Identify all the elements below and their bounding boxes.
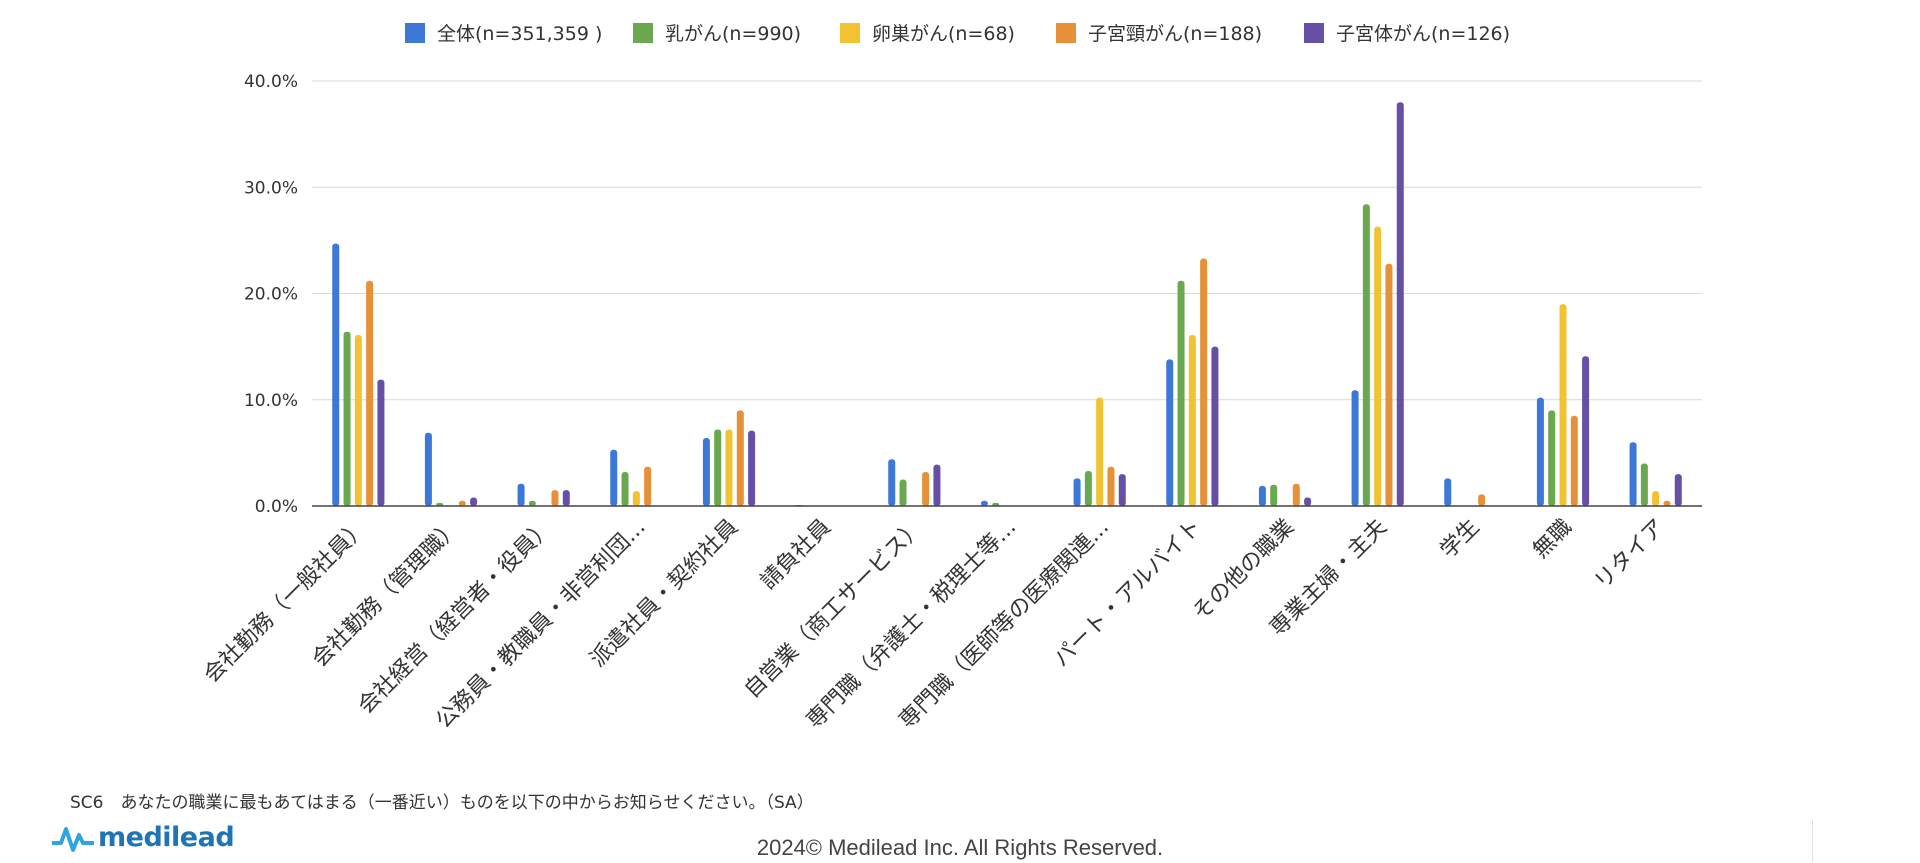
x-category-label: 会社勤務（一般社員）: [199, 515, 372, 688]
bar: [1200, 258, 1208, 506]
bar: [1177, 280, 1185, 506]
bar: [1073, 478, 1081, 506]
bar: [343, 331, 351, 506]
bar: [1166, 359, 1174, 506]
bar-chart: 全体(n=351,359 ) 乳がん(n=990) 卵巣がん(n=68) 子宮頸がん(…: [199, 23, 1702, 734]
bar: [702, 438, 710, 506]
bar: [725, 429, 733, 506]
chart-legend: 全体(n=351,359 ) 乳がん(n=990) 卵巣がん(n=68) 子宮頸がん(…: [405, 23, 1510, 45]
bar: [714, 429, 722, 506]
bar: [922, 472, 930, 506]
bar: [377, 379, 385, 506]
bar: [1292, 483, 1300, 506]
bar: [644, 466, 652, 506]
bar: [980, 500, 988, 506]
logo-text: medilead: [98, 822, 235, 853]
y-tick-label: 20.0%: [244, 285, 298, 305]
legend-label: 卵巣がん(n=68): [872, 23, 1015, 45]
bar: [1559, 304, 1567, 506]
legend-swatch: [1304, 23, 1324, 43]
bar: [1396, 102, 1404, 506]
bar: [933, 464, 941, 506]
y-tick-label: 10.0%: [244, 391, 298, 411]
bar: [1362, 204, 1370, 506]
bar: [1570, 415, 1578, 506]
bar: [1084, 470, 1092, 506]
bar: [562, 490, 570, 506]
x-category-label: リタイア: [1590, 515, 1670, 595]
bar: [1107, 466, 1115, 506]
bar: [610, 449, 618, 506]
x-axis-categories: 会社勤務（一般社員）会社勤務（管理職）会社経営（経営者・役員）公務員・教職員・非…: [199, 515, 1670, 734]
bar: [1582, 356, 1590, 506]
bar: [528, 500, 536, 506]
bar: [551, 490, 559, 506]
bar: [1652, 491, 1660, 506]
bar: [1444, 478, 1452, 506]
bar: [1385, 263, 1393, 506]
bar: [1663, 500, 1671, 506]
bar: [1548, 410, 1556, 506]
bar: [517, 483, 525, 506]
bar: [748, 430, 756, 506]
legend-swatch: [405, 23, 425, 43]
bar: [1536, 397, 1544, 506]
bar: [632, 491, 640, 506]
y-axis-ticks: 0.0% 10.0% 20.0% 30.0% 40.0%: [244, 72, 298, 517]
legend-swatch: [1056, 23, 1076, 43]
legend-label: 全体(n=351,359 ): [437, 23, 602, 45]
y-tick-label: 0.0%: [255, 497, 298, 517]
bar: [1270, 484, 1278, 506]
legend-swatch: [633, 23, 653, 43]
copyright-text: 2024© Medilead Inc. All Rights Reserved.: [756, 835, 1164, 860]
question-text: SC6 あなたの職業に最もあてはまる（一番近い）ものを以下の中からお知らせくださ…: [70, 793, 814, 813]
bar: [1351, 390, 1359, 506]
legend-label: 子宮頸がん(n=188): [1088, 23, 1262, 45]
bar: [1478, 494, 1486, 506]
bar: [1211, 346, 1219, 506]
bar: [354, 334, 362, 506]
x-category-label: 学生: [1436, 515, 1485, 564]
bar: [424, 432, 432, 506]
bar: [1629, 442, 1637, 506]
bar: [1304, 497, 1312, 506]
bar: [1640, 463, 1648, 506]
x-category-label: 無職: [1528, 515, 1577, 564]
bar: [1096, 397, 1104, 506]
pulse-logo-icon: [52, 826, 94, 852]
bar: [888, 459, 896, 506]
y-tick-label: 30.0%: [244, 178, 298, 198]
legend-label: 乳がん(n=990): [665, 23, 801, 45]
bar: [470, 497, 478, 506]
y-tick-label: 40.0%: [244, 72, 298, 92]
chart-gridlines: [312, 80, 1702, 401]
bar: [458, 500, 466, 506]
legend-label: 子宮体がん(n=126): [1336, 23, 1510, 45]
bar: [621, 472, 629, 506]
bar: [899, 479, 907, 506]
bar: [1258, 485, 1266, 506]
divider: [1812, 820, 1813, 862]
legend-swatch: [840, 23, 860, 43]
bar: [1188, 334, 1196, 506]
bar: [1118, 474, 1126, 506]
x-category-label: 請負社員: [756, 515, 836, 595]
bar: [736, 410, 744, 506]
bar: [1374, 226, 1382, 506]
bar: [992, 502, 1000, 506]
bar: [366, 280, 374, 506]
bar: [332, 243, 340, 506]
x-category-label: 会社経営（経営者・役員）: [354, 515, 558, 719]
chart-bars: [332, 102, 1682, 506]
x-category-label: 自営業（商工サービス）: [740, 515, 929, 704]
bar: [436, 502, 444, 506]
medilead-logo: medilead: [52, 822, 235, 853]
bar: [1674, 474, 1682, 506]
